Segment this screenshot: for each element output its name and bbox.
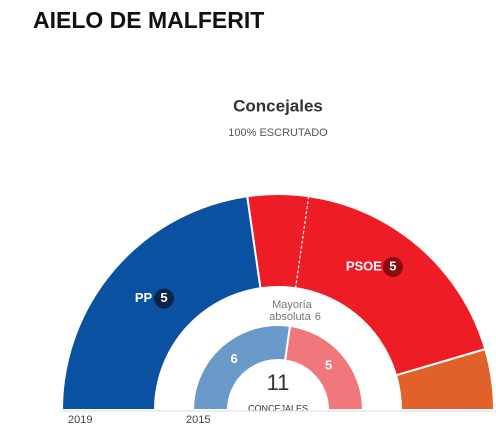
chart-title: Concejales — [233, 96, 323, 115]
ring-label: 2019 — [68, 414, 92, 426]
party-name: PSOE — [346, 258, 382, 273]
total: 11 — [267, 370, 290, 395]
total-label: CONCEJALES — [248, 403, 308, 413]
subtitle: 100% ESCRUTADO — [228, 127, 328, 139]
seat-count: 5 — [325, 358, 332, 373]
ring-label: 2015 — [186, 414, 210, 426]
seat-badge — [154, 288, 175, 309]
seat-segment — [191, 324, 292, 411]
party-name: PP — [135, 290, 153, 305]
seat-segment — [246, 193, 487, 377]
seat-segment — [394, 347, 496, 411]
seat-badge — [382, 256, 403, 277]
majority-line — [294, 196, 310, 289]
majority-label: Mayoría — [272, 299, 313, 311]
seat-count: 5 — [389, 258, 396, 273]
seat-count: 6 — [231, 351, 238, 366]
seat-segment — [283, 324, 365, 411]
page-title: AIELO DE MALFERIT — [33, 7, 264, 33]
majority-text: absoluta — [269, 311, 311, 323]
seat-count: 5 — [160, 290, 167, 305]
majority-label: absoluta 6 — [269, 311, 321, 323]
majority-value: 6 — [315, 311, 321, 323]
